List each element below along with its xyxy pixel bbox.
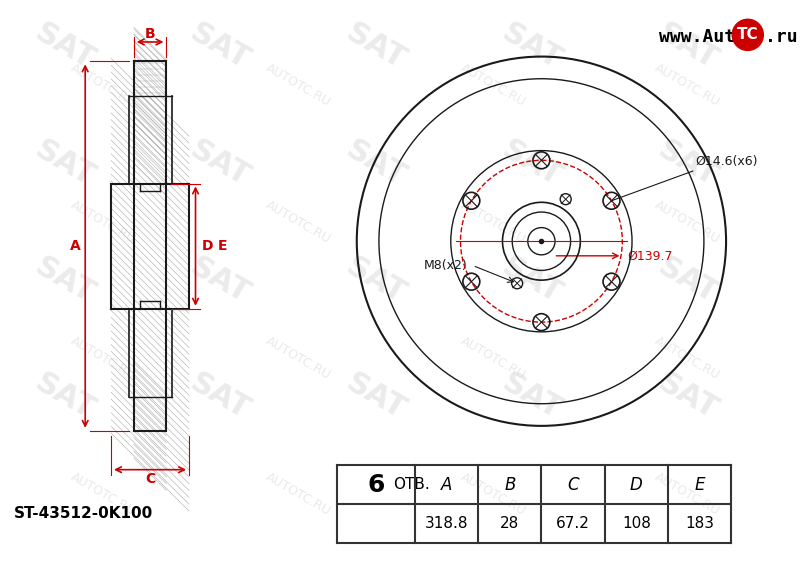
Text: SAT: SAT [497,18,566,75]
Text: A: A [70,239,81,253]
Text: AUTOTC.RU: AUTOTC.RU [263,198,333,245]
Text: AUTOTC.RU: AUTOTC.RU [263,334,333,382]
Text: SAT: SAT [341,135,411,192]
Text: .ru: .ru [766,28,798,46]
Text: D: D [202,239,213,253]
Text: M8(x2): M8(x2) [424,259,468,272]
Text: 183: 183 [685,516,714,531]
Text: SAT: SAT [653,18,722,75]
Text: Ø139.7: Ø139.7 [627,249,673,263]
Text: E: E [694,475,705,494]
Text: 67.2: 67.2 [556,516,590,531]
Text: AUTOTC.RU: AUTOTC.RU [69,334,138,382]
Text: AUTOTC.RU: AUTOTC.RU [263,470,333,518]
Text: A: A [441,475,452,494]
Text: SAT: SAT [30,252,99,309]
Text: www.Auto: www.Auto [659,28,746,46]
Text: SAT: SAT [497,252,566,309]
Circle shape [732,19,763,50]
Text: AUTOTC.RU: AUTOTC.RU [653,334,722,382]
Text: AUTOTC.RU: AUTOTC.RU [458,334,527,382]
Text: SAT: SAT [30,368,99,426]
Text: SAT: SAT [186,18,255,75]
Text: C: C [145,472,155,486]
Text: SAT: SAT [341,252,411,309]
Text: 28: 28 [500,516,519,531]
Text: AUTOTC.RU: AUTOTC.RU [458,198,527,245]
Text: SAT: SAT [186,252,255,309]
Text: TC: TC [737,27,758,42]
Text: AUTOTC.RU: AUTOTC.RU [458,470,527,518]
Text: B: B [504,475,515,494]
Text: SAT: SAT [497,135,566,192]
Text: SAT: SAT [653,135,722,192]
Text: SAT: SAT [653,368,722,426]
Text: SAT: SAT [653,252,722,309]
Text: SAT: SAT [186,368,255,426]
Text: AUTOTC.RU: AUTOTC.RU [69,470,138,518]
Text: SAT: SAT [341,368,411,426]
Text: ST-43512-0K100: ST-43512-0K100 [14,506,154,521]
Text: 318.8: 318.8 [425,516,468,531]
Text: B: B [145,27,155,41]
Text: AUTOTC.RU: AUTOTC.RU [263,62,333,109]
Text: ОТВ.: ОТВ. [394,477,430,492]
Text: AUTOTC.RU: AUTOTC.RU [69,198,138,245]
Text: AUTOTC.RU: AUTOTC.RU [653,198,722,245]
Text: AUTOTC.RU: AUTOTC.RU [653,62,722,109]
Text: Ø14.6(x6): Ø14.6(x6) [696,155,758,168]
Text: D: D [630,475,642,494]
Text: E: E [218,239,227,253]
Text: SAT: SAT [497,368,566,426]
Text: C: C [567,475,579,494]
Text: AUTOTC.RU: AUTOTC.RU [69,62,138,109]
Text: AUTOTC.RU: AUTOTC.RU [458,62,527,109]
Text: SAT: SAT [30,18,99,75]
Text: 6: 6 [367,472,385,496]
Text: SAT: SAT [30,135,99,192]
Text: SAT: SAT [341,18,411,75]
Text: SAT: SAT [186,135,255,192]
Text: AUTOTC.RU: AUTOTC.RU [653,470,722,518]
Text: 108: 108 [622,516,650,531]
